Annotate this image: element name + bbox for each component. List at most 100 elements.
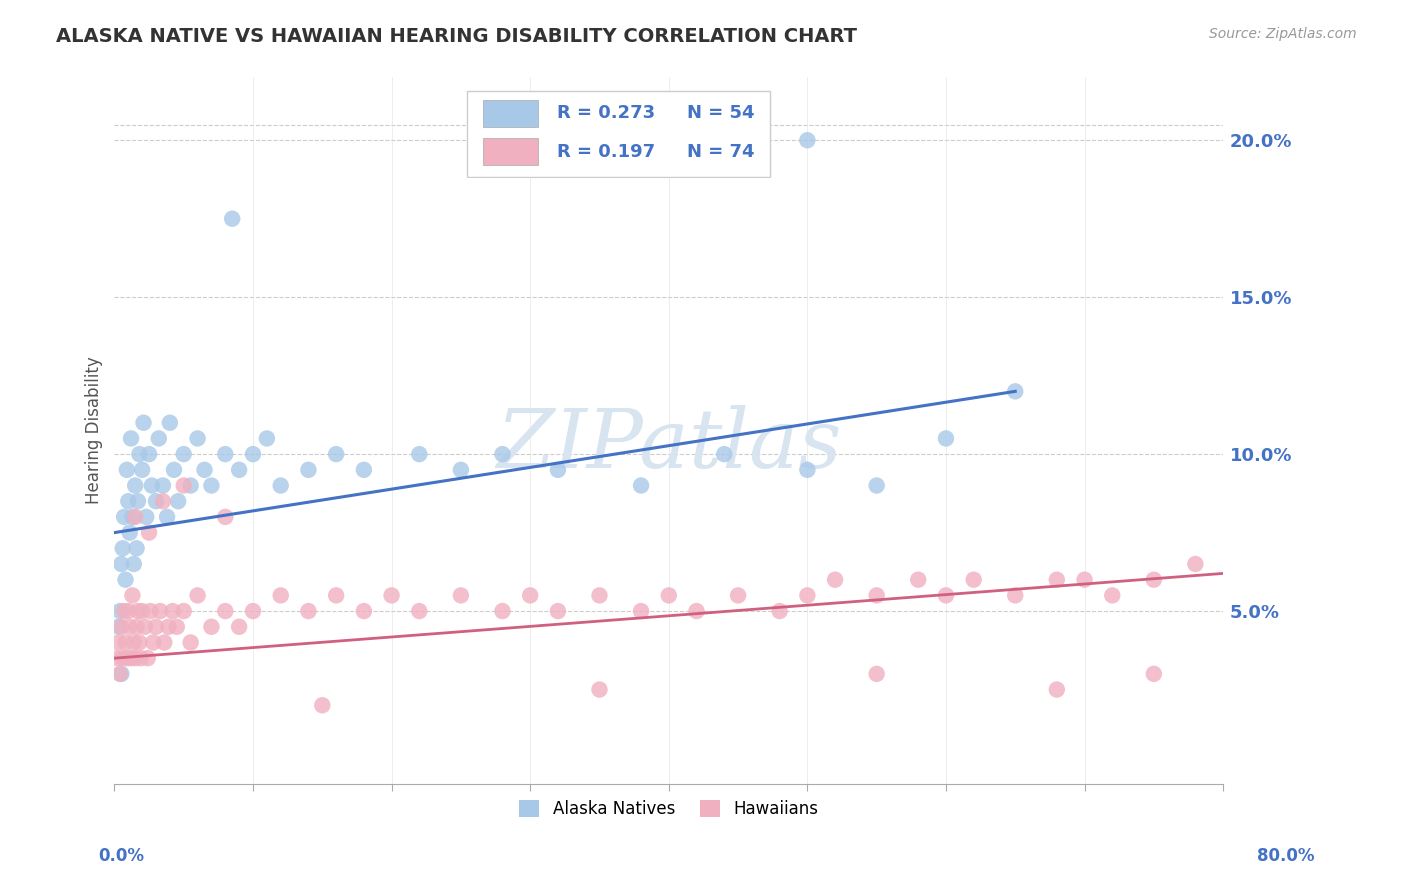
Point: [145, 620, 167, 634]
Point: [907, 573, 929, 587]
Point: [187, 588, 209, 602]
Point: [152, 478, 174, 492]
Point: [866, 666, 889, 681]
Point: [108, 604, 131, 618]
Point: [214, 604, 236, 618]
Point: [1101, 588, 1123, 602]
Point: [115, 651, 138, 665]
Text: 0.0%: 0.0%: [98, 847, 145, 864]
Text: Source: ZipAtlas.com: Source: ZipAtlas.com: [1209, 27, 1357, 41]
Point: [1004, 588, 1026, 602]
Point: [120, 432, 142, 446]
Point: [824, 573, 846, 587]
Point: [131, 604, 153, 618]
Point: [588, 588, 610, 602]
Point: [122, 557, 145, 571]
Point: [173, 447, 195, 461]
Point: [139, 604, 162, 618]
Point: [630, 604, 652, 618]
Point: [491, 604, 513, 618]
Point: [173, 478, 195, 492]
Point: [156, 509, 179, 524]
Point: [141, 478, 163, 492]
Point: [145, 494, 167, 508]
Y-axis label: Hearing Disability: Hearing Disability: [86, 357, 103, 505]
Point: [200, 620, 222, 634]
Point: [297, 463, 319, 477]
Point: [450, 463, 472, 477]
Point: [408, 447, 430, 461]
Point: [118, 620, 141, 634]
FancyBboxPatch shape: [482, 138, 538, 165]
Point: [242, 447, 264, 461]
Point: [159, 416, 181, 430]
Point: [148, 432, 170, 446]
Point: [105, 651, 128, 665]
Point: [131, 463, 153, 477]
Point: [408, 604, 430, 618]
Point: [118, 525, 141, 540]
Point: [547, 463, 569, 477]
Point: [122, 635, 145, 649]
Point: [121, 588, 143, 602]
Point: [125, 541, 148, 556]
Point: [491, 447, 513, 461]
Point: [167, 494, 190, 508]
Point: [228, 463, 250, 477]
Point: [353, 463, 375, 477]
Point: [242, 604, 264, 618]
Point: [325, 447, 347, 461]
Point: [727, 588, 749, 602]
Point: [796, 588, 818, 602]
Point: [1143, 666, 1166, 681]
Point: [180, 478, 202, 492]
Point: [129, 651, 152, 665]
Point: [108, 666, 131, 681]
Point: [124, 509, 146, 524]
Point: [127, 494, 149, 508]
Text: N = 74: N = 74: [686, 143, 754, 161]
Point: [685, 604, 707, 618]
Point: [796, 133, 818, 147]
Text: 80.0%: 80.0%: [1257, 847, 1315, 864]
Point: [297, 604, 319, 618]
Point: [866, 588, 889, 602]
Point: [866, 478, 889, 492]
Point: [270, 478, 292, 492]
Point: [450, 588, 472, 602]
Point: [127, 604, 149, 618]
Text: N = 54: N = 54: [686, 104, 754, 122]
Point: [187, 432, 209, 446]
Point: [256, 432, 278, 446]
Point: [124, 478, 146, 492]
Point: [1184, 557, 1206, 571]
Point: [124, 651, 146, 665]
Point: [353, 604, 375, 618]
Point: [162, 604, 184, 618]
Point: [134, 620, 156, 634]
Point: [381, 588, 404, 602]
Point: [112, 604, 135, 618]
Point: [110, 620, 132, 634]
Point: [180, 635, 202, 649]
Point: [166, 620, 188, 634]
Point: [214, 447, 236, 461]
Point: [1073, 573, 1095, 587]
Point: [138, 447, 160, 461]
Text: ZIPatlas: ZIPatlas: [496, 405, 842, 484]
FancyBboxPatch shape: [467, 91, 770, 177]
Point: [121, 509, 143, 524]
Point: [519, 588, 541, 602]
Point: [112, 509, 135, 524]
Point: [200, 478, 222, 492]
Point: [153, 635, 176, 649]
Point: [173, 604, 195, 618]
Text: R = 0.273: R = 0.273: [557, 104, 655, 122]
Point: [107, 620, 129, 634]
Point: [311, 698, 333, 713]
Point: [769, 604, 792, 618]
Point: [117, 494, 139, 508]
Point: [228, 620, 250, 634]
Point: [221, 211, 243, 226]
Point: [630, 478, 652, 492]
